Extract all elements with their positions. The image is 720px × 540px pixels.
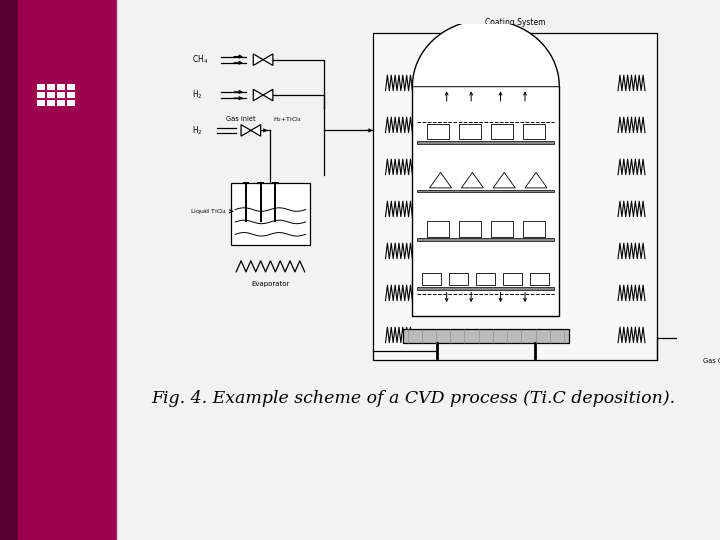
Text: Coating System: Coating System [485, 17, 546, 26]
Text: CH$_4$: CH$_4$ [192, 53, 208, 66]
Bar [0, 0, 18, 540]
Polygon shape [263, 89, 273, 101]
Bar [57, 100, 65, 106]
Bar [37, 92, 45, 98]
Text: Liquid TiCl$_4$: Liquid TiCl$_4$ [189, 207, 227, 216]
Polygon shape [430, 172, 451, 188]
Bar [418, 238, 554, 241]
Bar [67, 92, 75, 98]
Polygon shape [253, 89, 263, 101]
Bar [57, 84, 65, 90]
Bar [47, 84, 55, 90]
Text: Gas Outlet: Gas Outlet [703, 358, 720, 364]
Bar [530, 273, 549, 285]
Text: H$_2$: H$_2$ [192, 124, 203, 137]
Bar [418, 141, 554, 144]
Polygon shape [253, 54, 263, 65]
Polygon shape [525, 172, 547, 188]
Bar [402, 329, 569, 342]
Text: Evaporator: Evaporator [251, 281, 289, 287]
Polygon shape [251, 125, 261, 136]
Bar [37, 84, 45, 90]
Bar [427, 221, 449, 237]
Bar [459, 221, 481, 237]
Polygon shape [462, 172, 483, 188]
Bar [427, 124, 449, 139]
Bar [37, 100, 45, 106]
Text: Fig. 4. Example scheme of a CVD process (Ti.C deposition).: Fig. 4. Example scheme of a CVD process … [151, 390, 675, 407]
Bar [67, 84, 75, 90]
Bar [491, 124, 513, 139]
Bar [373, 33, 657, 360]
Polygon shape [493, 172, 516, 188]
Bar [491, 221, 513, 237]
Text: H$_2$+TiCl$_4$: H$_2$+TiCl$_4$ [273, 115, 302, 124]
Bar [231, 184, 310, 245]
Bar [459, 124, 481, 139]
Bar [503, 273, 521, 285]
Bar [57, 92, 65, 98]
Bar [103, 0, 720, 540]
Text: Gas Inlet: Gas Inlet [226, 116, 256, 123]
Polygon shape [241, 125, 251, 136]
Bar [476, 273, 495, 285]
Bar [67, 100, 75, 106]
Bar [413, 86, 559, 316]
Bar [422, 273, 441, 285]
Bar [418, 190, 554, 192]
Bar [47, 100, 55, 106]
Circle shape [706, 325, 720, 352]
Text: H$_2$: H$_2$ [192, 89, 203, 102]
Bar [523, 221, 544, 237]
Polygon shape [263, 54, 273, 65]
Bar [418, 287, 554, 289]
Bar [523, 124, 544, 139]
Bar [449, 273, 468, 285]
Bar [47, 92, 55, 98]
Bar [18, 0, 117, 540]
